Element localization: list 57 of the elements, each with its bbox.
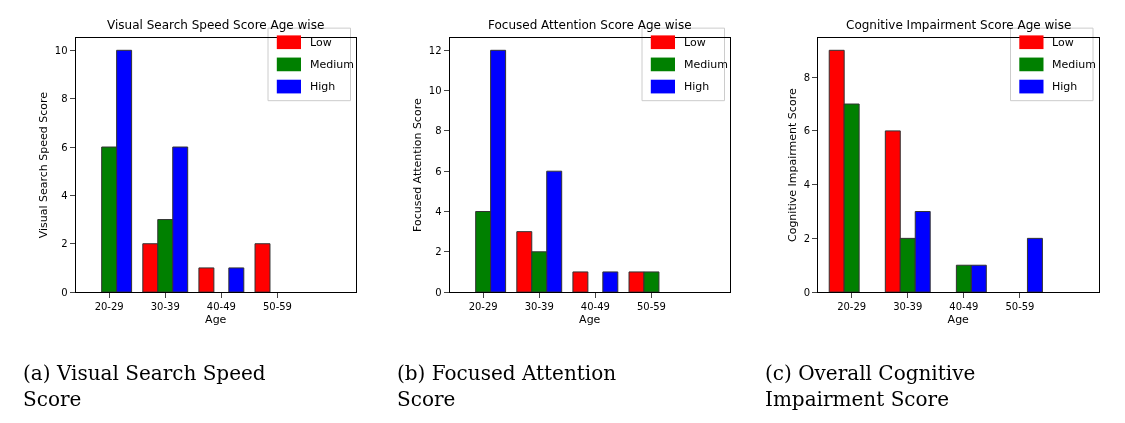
x-axis-title: Age xyxy=(579,313,601,327)
y-tick-label: 4 xyxy=(803,179,810,191)
text: (b) Focused Attention Score xyxy=(397,361,617,411)
y-tick-label: 0 xyxy=(61,286,68,298)
bar xyxy=(198,267,215,293)
text: (a) Visual Search Speed Score xyxy=(23,361,266,411)
x-tick-label: 30-39 xyxy=(893,301,923,313)
x-tick-label: 30-39 xyxy=(150,301,180,313)
y-tick-label: 6 xyxy=(803,125,810,137)
x-tick-label: 30-39 xyxy=(524,301,554,313)
x-tick-label: 50-59 xyxy=(636,301,666,313)
legend-label: Medium xyxy=(684,58,728,71)
legend-label: Low xyxy=(1052,36,1074,49)
y-tick-label: 10 xyxy=(428,85,442,97)
y-tick-label: 0 xyxy=(803,286,810,298)
x-tick-label: 20-29 xyxy=(468,301,498,313)
chart-title: Visual Search Speed Score Age wise xyxy=(107,18,325,32)
x-tick-label: 40-49 xyxy=(206,301,236,313)
x-tick-label: 40-49 xyxy=(580,301,610,313)
y-tick-label: 8 xyxy=(61,93,68,105)
y-tick-label: 8 xyxy=(803,71,810,83)
legend-label: Low xyxy=(310,36,332,49)
y-tick-label: 10 xyxy=(54,44,68,56)
legend-label: Medium xyxy=(310,58,354,71)
x-axis-title: Age xyxy=(205,313,227,327)
y-tick-label: 2 xyxy=(803,232,810,244)
y-tick-label: 2 xyxy=(435,246,442,258)
chart-title: Focused Attention Score Age wise xyxy=(488,18,692,32)
legend-label: Low xyxy=(684,36,706,49)
x-tick-label: 40-49 xyxy=(949,301,979,313)
y-axis-title: Focused Attention Score xyxy=(411,98,425,233)
y-axis-title: Visual Search Speed Score xyxy=(37,91,51,239)
x-axis-title: Age xyxy=(947,313,970,327)
legend-label: High xyxy=(310,80,336,93)
bar xyxy=(1026,237,1043,293)
x-tick-label: 20-29 xyxy=(94,301,124,313)
y-tick-label: 8 xyxy=(435,125,442,137)
bar xyxy=(254,243,271,293)
legend-label: High xyxy=(1052,80,1078,93)
y-tick-label: 12 xyxy=(428,44,442,56)
x-tick-label: 50-59 xyxy=(1005,301,1035,313)
text: (c) Overall Cognitive Impairment Score xyxy=(765,361,976,411)
y-axis-title: Cognitive Impairment Score xyxy=(786,88,800,243)
y-tick-label: 2 xyxy=(61,238,68,250)
y-tick-label: 0 xyxy=(435,286,442,298)
bar xyxy=(572,271,589,293)
legend-label: Medium xyxy=(1052,58,1096,71)
bar xyxy=(602,271,619,293)
legend-label: High xyxy=(684,80,710,93)
y-tick-label: 4 xyxy=(435,206,442,217)
bar xyxy=(228,267,245,293)
y-tick-label: 4 xyxy=(61,189,68,201)
x-tick-label: 50-59 xyxy=(262,301,292,313)
x-tick-label: 20-29 xyxy=(837,301,867,313)
chart-title: Cognitive Impairment Score Age wise xyxy=(846,18,1072,32)
y-tick-label: 6 xyxy=(61,141,68,153)
y-tick-label: 6 xyxy=(435,165,442,177)
